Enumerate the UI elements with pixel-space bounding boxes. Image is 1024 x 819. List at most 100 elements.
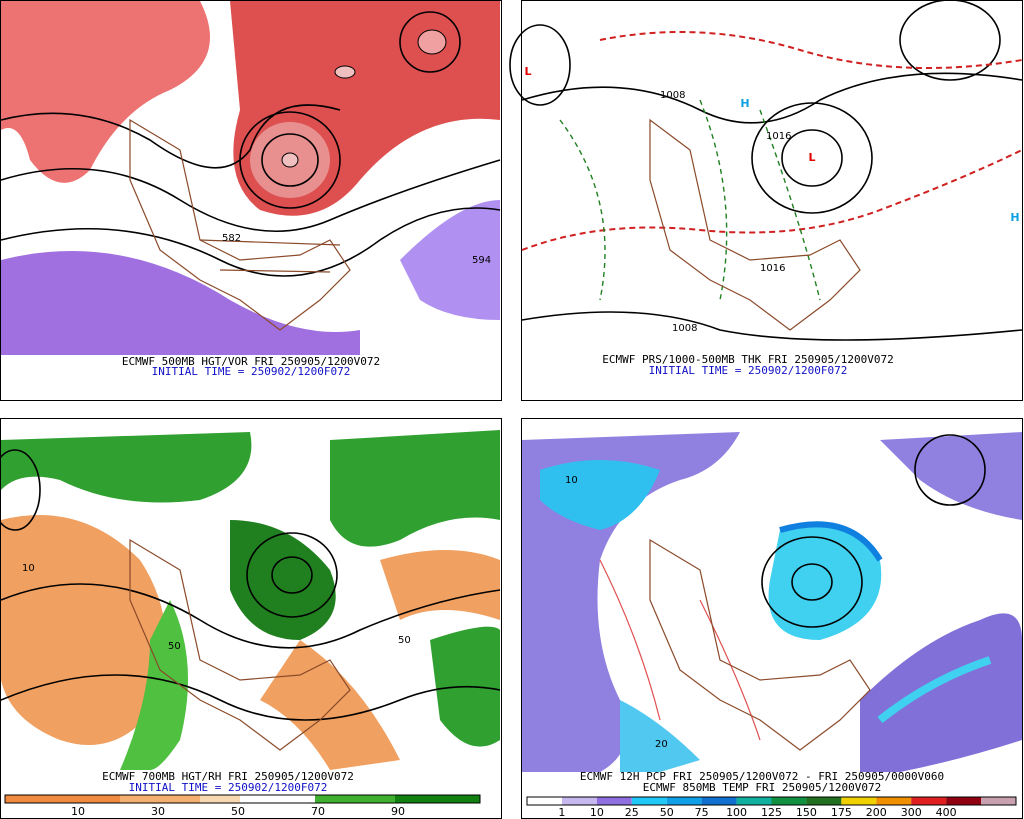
panel-700mb-shape xyxy=(260,640,400,770)
low-symbol: L xyxy=(524,65,531,78)
panel-precip-shape xyxy=(877,656,992,724)
colorbar-swatch xyxy=(596,797,632,805)
panel-precip-shape xyxy=(791,563,833,601)
colorbar-label: 50 xyxy=(660,806,674,819)
colorbar-shape xyxy=(240,795,315,803)
panel-precip-shape xyxy=(540,460,660,530)
colorbar-label: 125 xyxy=(761,806,782,819)
panel-pressure-shape xyxy=(899,0,1001,81)
colorbar-label: 300 xyxy=(901,806,922,819)
colorbar-label: 400 xyxy=(936,806,957,819)
panel-700mb-shape xyxy=(0,674,501,721)
colorbar-shape xyxy=(315,795,395,803)
colorbar-swatch xyxy=(771,797,807,805)
panel-pressure-shape xyxy=(509,24,571,106)
colorbar-label: 30 xyxy=(151,805,165,818)
initial-time: INITIAL TIME = 250902/1200F072 xyxy=(129,781,328,794)
panel-500mb-shape xyxy=(0,159,501,233)
panel-500mb-shape xyxy=(417,29,447,55)
colorbar-label: 25 xyxy=(625,806,639,819)
panel-700mb-shape xyxy=(380,550,500,620)
panel-500mb-shape xyxy=(0,104,341,169)
panel-pressure-shape xyxy=(599,31,1023,69)
colorbar-swatch xyxy=(841,797,877,805)
panel-500mb-shape xyxy=(261,133,319,187)
panel-500mb-shape xyxy=(199,239,341,273)
initial-time: INITIAL TIME = 250902/1200F072 xyxy=(152,365,351,378)
colorbar-swatch xyxy=(981,797,1016,805)
panel-caption: ECMWF PRS/1000-500MB THK FRI 250905/1200… xyxy=(602,353,893,366)
contour-label: 1008 xyxy=(672,323,697,334)
panel-precip-shape xyxy=(914,434,986,506)
colorbar-shape xyxy=(5,795,120,803)
panel-pressure: L L H H 1016 1008 1008 1016 ECMWF PRS/10… xyxy=(509,0,1023,401)
panel-precip-shape xyxy=(620,700,700,772)
colorbar-label: 1 xyxy=(558,806,565,819)
panel-pressure-shape xyxy=(559,99,821,301)
panel-500mb-shape xyxy=(281,152,299,168)
panel-700mb-shape xyxy=(1,432,252,503)
panel-700mb-shape xyxy=(0,449,41,531)
panel-precip-shape xyxy=(599,559,761,741)
panel-pressure-shape xyxy=(649,118,861,331)
panel-precip-shape xyxy=(768,524,882,640)
panel-500mb-shape xyxy=(334,65,356,79)
colorbar-label: 175 xyxy=(831,806,852,819)
panel-500mb: 594 582 ECMWF 500MB HGT/VOR FRI 250905/1… xyxy=(0,0,502,401)
colorbar xyxy=(526,796,1017,806)
colorbar-label: 90 xyxy=(391,805,405,818)
colorbar-label: 75 xyxy=(695,806,709,819)
panel-caption-2: ECMWF 850MB TEMP FRI 250905/1200V072 xyxy=(643,781,881,794)
contour-label: 50 xyxy=(168,641,181,652)
contour-label: 1016 xyxy=(760,263,785,274)
panel-700mb-shape xyxy=(1,515,167,745)
colorbar-label: 200 xyxy=(866,806,887,819)
panel-precip: 20 10 ECMWF 12H PCP FRI 250905/1200V072 … xyxy=(521,418,1023,819)
colorbar-shape xyxy=(395,795,480,803)
contour-label: 10 xyxy=(22,563,35,574)
low-symbol: L xyxy=(808,151,815,164)
panel-caption: ECMWF 12H PCP FRI 250905/1200V072 - FRI … xyxy=(580,770,944,783)
colorbar-swatch xyxy=(736,797,772,805)
colorbar-swatch xyxy=(911,797,947,805)
panel-caption: ECMWF 500MB HGT/VOR FRI 250905/1200V072 xyxy=(122,355,380,368)
colorbar-swatch xyxy=(701,797,737,805)
colorbar-frame xyxy=(526,796,1017,806)
colorbar-swatch xyxy=(527,797,562,805)
panel-precip-shape xyxy=(860,613,1022,772)
panel-500mb-shape xyxy=(399,11,461,73)
colorbar-labels: 1 10 25 50 75 100 125 150 175 200 300 400 xyxy=(558,806,956,819)
panel-500mb-shape xyxy=(129,118,351,331)
colorbar-swatch xyxy=(806,797,842,805)
panel-caption: ECMWF 700MB HGT/RH FRI 250905/1200V072 xyxy=(102,770,354,783)
panel-pressure-shape xyxy=(521,0,1023,401)
contour-label: 594 xyxy=(472,255,491,266)
panel-pressure-shape xyxy=(781,129,843,187)
initial-time: INITIAL TIME = 250902/1200F072 xyxy=(649,364,848,377)
panel-precip-shape xyxy=(761,536,863,628)
panel-700mb-shape xyxy=(330,430,500,547)
panel-500mb-shape xyxy=(0,207,501,277)
high-symbol: H xyxy=(740,97,749,110)
panel-pressure-shape xyxy=(521,311,1023,341)
panel-500mb-shape xyxy=(400,200,500,320)
colorbar-swatch xyxy=(666,797,702,805)
high-symbol: H xyxy=(1010,211,1019,224)
contour-label: 20 xyxy=(655,739,668,750)
contour-label: 1008 xyxy=(660,90,685,101)
colorbar xyxy=(4,794,481,804)
colorbar-label: 50 xyxy=(231,805,245,818)
colorbar-swatch xyxy=(876,797,912,805)
colorbar-shape xyxy=(120,795,200,803)
colorbar-swatch xyxy=(946,797,982,805)
contour-label: 1016 xyxy=(766,131,791,142)
panel-precip-shape xyxy=(779,521,883,562)
contour-label: 50 xyxy=(398,635,411,646)
panel-500mb-shape xyxy=(1,251,360,355)
colorbar-label: 10 xyxy=(71,805,85,818)
colorbar-label: 10 xyxy=(590,806,604,819)
contour-label: 10 xyxy=(565,475,578,486)
panel-500mb-shape xyxy=(1,1,210,183)
panel-pressure-shape xyxy=(751,102,873,214)
